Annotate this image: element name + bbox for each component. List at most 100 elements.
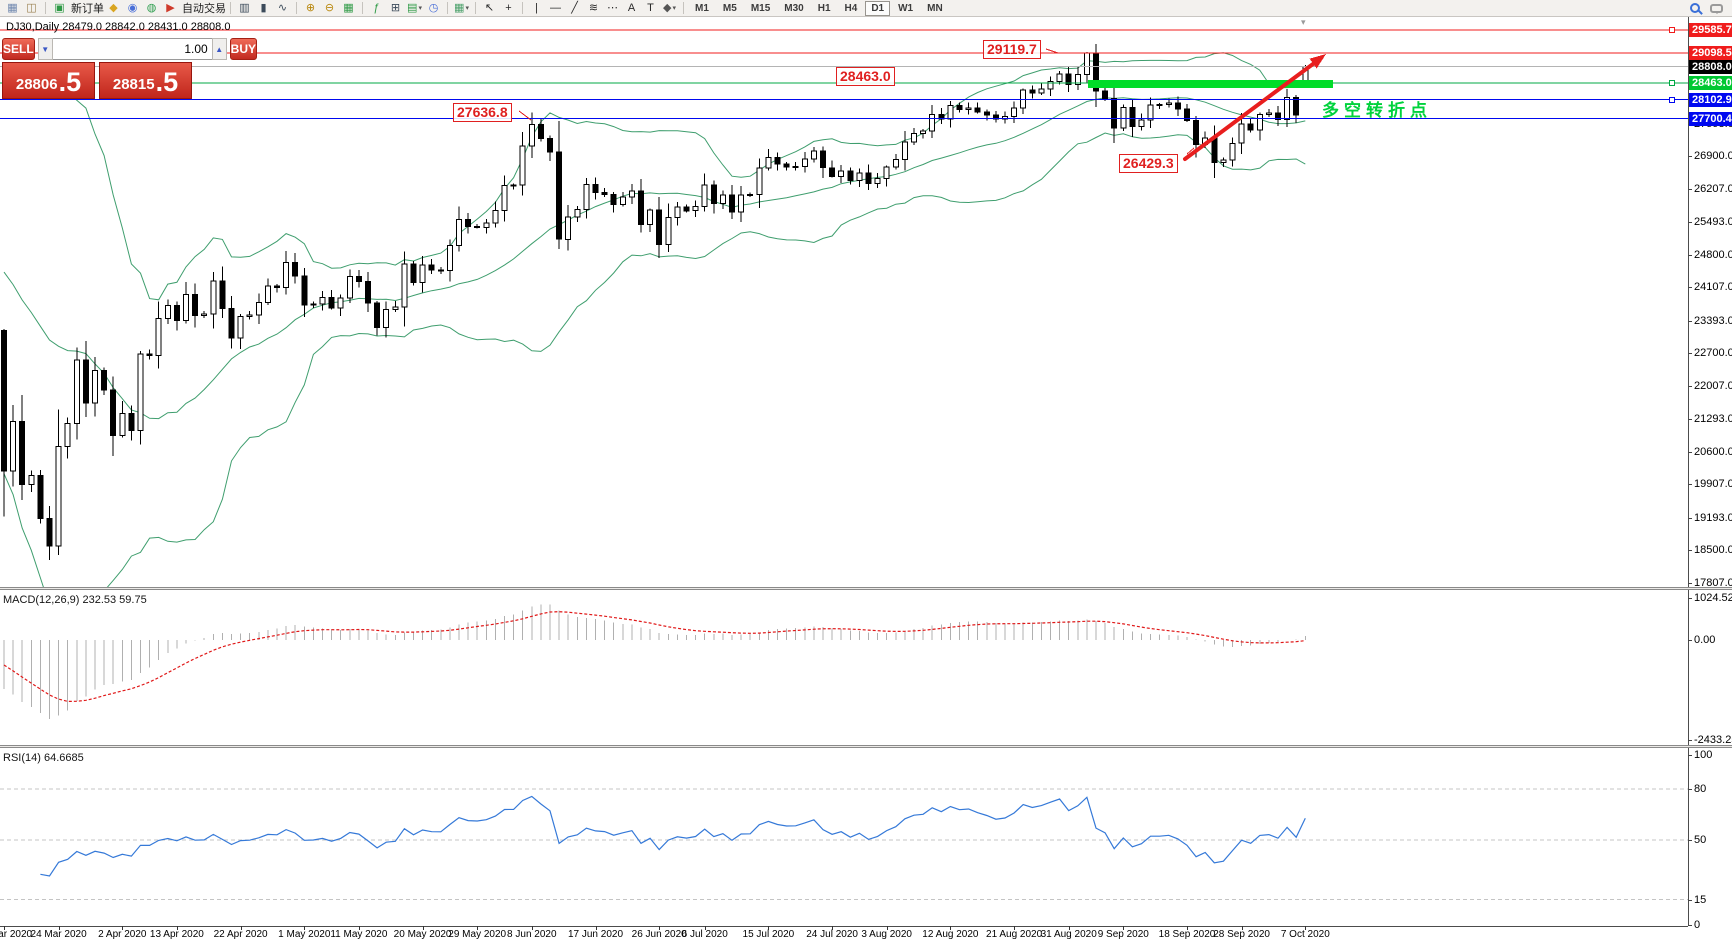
price-tick-mark: [1688, 222, 1692, 224]
gold-instrument-icon[interactable]: ◆: [109, 1, 118, 14]
timeframe-h4[interactable]: H4: [844, 2, 858, 14]
date-tick: [304, 926, 306, 930]
sell-button[interactable]: SELL: [2, 38, 35, 60]
line-handle-28463.0[interactable]: [1669, 79, 1675, 86]
trend-arrow-head[interactable]: [1309, 54, 1327, 69]
text-label-icon[interactable]: T: [647, 1, 654, 14]
date-label-31-Aug-2020: 31 Aug 2020: [1040, 929, 1097, 940]
date-label-26-Jun-2020: 26 Jun 2020: [631, 929, 687, 940]
trend-arrow-line[interactable]: [1183, 62, 1315, 161]
horizontal-line-icon[interactable]: —: [550, 1, 561, 14]
price-tick-18500.0: 18500.0: [1694, 544, 1732, 557]
tile-windows-icon[interactable]: ▦: [343, 1, 354, 14]
annotation-september-low[interactable]: 26429.3: [1119, 154, 1178, 173]
crosshair-icon[interactable]: +: [505, 1, 512, 14]
zoom-in-icon[interactable]: ⊕: [305, 1, 316, 14]
date-label-16-Mar-2020: 16 Mar 2020: [0, 929, 33, 940]
alert-sound-icon[interactable]: ◍: [146, 1, 157, 14]
annotation-september-high[interactable]: 29119.7: [983, 40, 1041, 59]
annotation-june-high[interactable]: 27636.8: [453, 103, 512, 122]
pane-splitter[interactable]: [0, 745, 1732, 748]
date-tick: [1068, 926, 1070, 930]
bar-chart-icon[interactable]: ▥: [239, 1, 250, 14]
publisher-icon[interactable]: ◉: [127, 1, 138, 14]
trendline-icon[interactable]: ╱: [571, 1, 578, 14]
timeframe-m5[interactable]: M5: [722, 2, 737, 14]
text-icon[interactable]: A: [627, 1, 636, 14]
price-tick-17807.0: 17807.0: [1694, 576, 1732, 589]
timeframe-w1[interactable]: W1: [898, 2, 914, 14]
rsi-tick-mark: [1688, 789, 1692, 790]
zoom-out-icon[interactable]: ⊖: [324, 1, 335, 14]
line-handle-29585.7[interactable]: [1669, 27, 1675, 34]
autotrading-icon[interactable]: ▶: [166, 1, 175, 14]
price-tick-23393.0: 23393.0: [1694, 314, 1732, 327]
annotation-turning-point-note[interactable]: 多空转折点: [1322, 101, 1432, 120]
date-tick: [704, 926, 706, 930]
chart-profile-icon[interactable]: ▦ ▾: [454, 1, 469, 14]
volume-decrease-button[interactable]: ▼: [37, 38, 53, 60]
toolbar-separator: [296, 2, 297, 14]
price-tick-26207.0: 26207.0: [1694, 182, 1732, 195]
date-tick: [1014, 926, 1016, 930]
templates-icon[interactable]: ▤ ▾: [407, 1, 422, 14]
chart-window-icon[interactable]: ▦: [7, 1, 18, 14]
volume-increase-button[interactable]: ▲: [211, 38, 227, 60]
fibonacci-icon[interactable]: ≋: [588, 1, 599, 14]
rsi-tick-mark: [1688, 840, 1692, 841]
date-tick: [477, 926, 479, 930]
date-label-28-Sep-2020: 28 Sep 2020: [1213, 929, 1270, 940]
macd-tick-1024.52: 1024.52: [1694, 591, 1732, 604]
macd-tick-mark: [1688, 597, 1692, 599]
timeframe-d1[interactable]: D1: [865, 0, 891, 16]
indicator-window-icon[interactable]: ⊞: [390, 1, 401, 14]
window-preview-icon[interactable]: ◫: [26, 1, 37, 14]
date-label-24-Jul-2020: 24 Jul 2020: [806, 929, 858, 940]
fibo-channel-icon[interactable]: ⋯: [607, 1, 618, 14]
timeframe-mn[interactable]: MN: [927, 2, 943, 14]
date-label-2-Apr-2020: 2 Apr 2020: [98, 929, 147, 940]
toolbar-separator: [45, 2, 46, 14]
volume-input[interactable]: [52, 38, 212, 60]
date-tick: [176, 926, 178, 930]
new-order-icon[interactable]: ▣: [54, 1, 65, 14]
search-icon[interactable]: [1690, 3, 1700, 13]
period-clock-icon[interactable]: ◷: [428, 1, 439, 14]
buy-button[interactable]: BUY: [229, 38, 258, 60]
price-tick-mark: [1688, 484, 1692, 486]
timeframe-m15[interactable]: M15: [750, 2, 771, 14]
macd-pane-canvas: [3, 604, 1306, 719]
rsi-tick-mark: [1688, 755, 1692, 756]
price-tick-20600.0: 20600.0: [1694, 445, 1732, 458]
annotation-resistance-level[interactable]: 28463.0: [836, 67, 895, 86]
resistance-highlight-band[interactable]: [1088, 80, 1333, 88]
line-handle-28102.9[interactable]: [1669, 96, 1675, 103]
line-chart-icon[interactable]: ∿: [277, 1, 288, 14]
pane-splitter[interactable]: [0, 587, 1732, 590]
price-tick-mark: [1688, 188, 1692, 190]
buy-price-panel[interactable]: 28815 .5: [99, 62, 192, 99]
timeframe-m1[interactable]: M1: [695, 2, 709, 14]
macd-label: MACD(12,26,9) 232.53 59.75: [3, 594, 147, 606]
indicators-icon[interactable]: ƒ: [373, 1, 380, 14]
macd-signal-line: [3, 611, 1306, 703]
chart-shift-marker[interactable]: ▾: [1301, 17, 1306, 27]
sell-price-panel[interactable]: 28806 .5: [2, 62, 95, 99]
candlestick-chart-icon[interactable]: ▮: [260, 1, 267, 14]
arrows-objects-icon[interactable]: ◆ ▾: [663, 1, 676, 14]
rsi-tick-mark: [1688, 899, 1692, 901]
new-order-icon-label[interactable]: 新订单: [71, 3, 104, 15]
date-label-1-May-2020: 1 May 2020: [278, 929, 331, 940]
price-tick-mark: [1688, 385, 1692, 387]
cursor-icon[interactable]: ↖: [484, 1, 495, 14]
autotrading-icon-label[interactable]: 自动交易: [182, 3, 226, 15]
timeframe-m30[interactable]: M30: [784, 2, 804, 14]
vertical-line-icon[interactable]: |: [535, 1, 538, 14]
volume-stepper: ▼ ▲: [37, 38, 227, 60]
price-tick-22007.0: 22007.0: [1694, 379, 1732, 392]
annotation-connector: [1186, 147, 1195, 155]
timeframe-h1[interactable]: H1: [817, 2, 831, 14]
annotation-connector: [1045, 48, 1059, 54]
chat-icon[interactable]: [1710, 3, 1723, 14]
